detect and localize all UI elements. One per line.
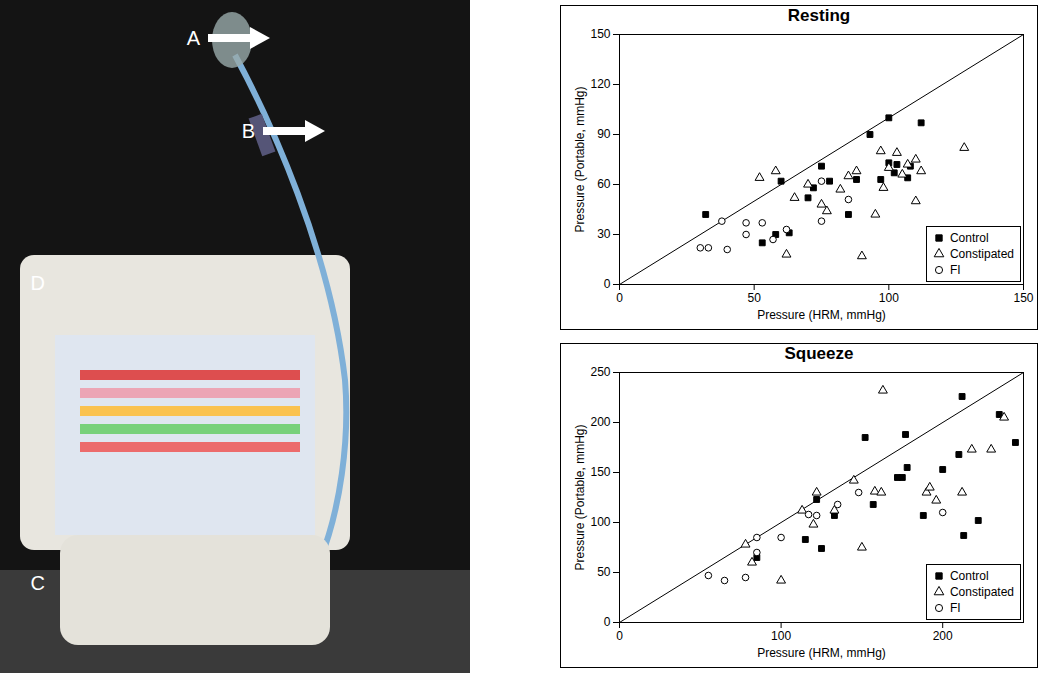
svg-text:100: 100 bbox=[590, 515, 610, 529]
svg-text:100: 100 bbox=[771, 629, 791, 643]
svg-text:B: B bbox=[242, 120, 255, 142]
svg-text:150: 150 bbox=[590, 27, 610, 41]
svg-text:30: 30 bbox=[597, 227, 611, 241]
html-text:Constipated: Constipated bbox=[950, 247, 1014, 261]
svg-text:0: 0 bbox=[616, 629, 623, 643]
svg-text:200: 200 bbox=[590, 415, 610, 429]
html-text:Control: Control bbox=[950, 569, 989, 583]
svg-text:120: 120 bbox=[590, 77, 610, 91]
svg-text:90: 90 bbox=[597, 127, 611, 141]
svg-text:A: A bbox=[187, 27, 201, 49]
svg-text:Pressure (HRM, mmHg): Pressure (HRM, mmHg) bbox=[757, 646, 886, 660]
svg-text:60: 60 bbox=[597, 177, 611, 191]
svg-text:250: 250 bbox=[590, 365, 610, 379]
svg-text:D: D bbox=[31, 272, 45, 294]
html-text:Constipated: Constipated bbox=[950, 585, 1014, 599]
html-text:FI: FI bbox=[950, 601, 961, 615]
svg-text:Pressure (Portable, mmHg): Pressure (Portable, mmHg) bbox=[573, 424, 587, 570]
svg-text:150: 150 bbox=[1013, 291, 1033, 305]
svg-text:50: 50 bbox=[597, 565, 611, 579]
svg-text:Pressure (Portable, mmHg): Pressure (Portable, mmHg) bbox=[573, 86, 587, 232]
html-text:Resting: Resting bbox=[787, 6, 851, 25]
svg-text:200: 200 bbox=[933, 629, 953, 643]
svg-text:0: 0 bbox=[616, 291, 623, 305]
svg-text:Pressure (HRM, mmHg): Pressure (HRM, mmHg) bbox=[757, 308, 886, 322]
svg-text:150: 150 bbox=[590, 465, 610, 479]
svg-text:C: C bbox=[31, 572, 45, 594]
svg-text:0: 0 bbox=[604, 615, 611, 629]
html-text:Control: Control bbox=[950, 231, 989, 245]
svg-text:50: 50 bbox=[747, 291, 761, 305]
html-text:Squeeze: Squeeze bbox=[784, 344, 854, 363]
svg-text:0: 0 bbox=[604, 277, 611, 291]
html-text:FI: FI bbox=[950, 263, 961, 277]
svg-text:100: 100 bbox=[879, 291, 899, 305]
